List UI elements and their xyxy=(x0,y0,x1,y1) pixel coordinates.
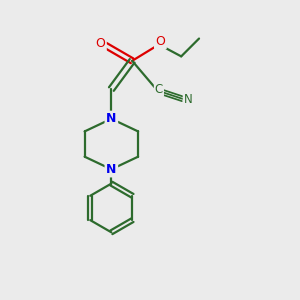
Text: N: N xyxy=(184,93,192,106)
Text: O: O xyxy=(155,35,165,48)
Text: N: N xyxy=(106,163,116,176)
Text: N: N xyxy=(106,112,116,125)
Text: C: C xyxy=(155,82,163,96)
Text: O: O xyxy=(95,38,105,50)
